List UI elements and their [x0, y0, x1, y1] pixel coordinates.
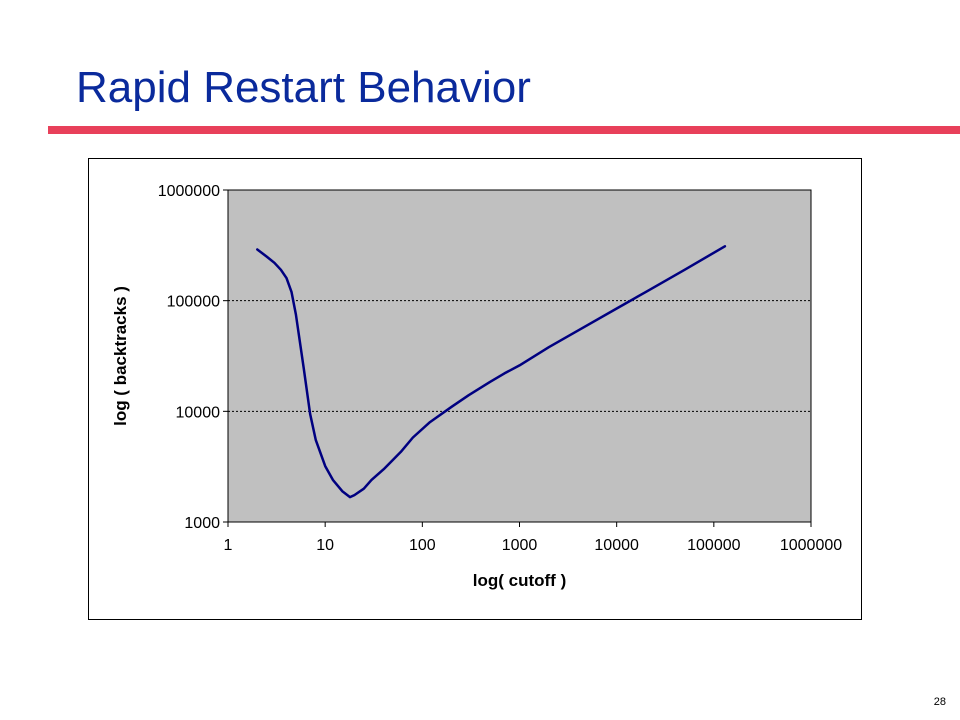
y-tick-label: 1000 [184, 515, 220, 532]
y-axis-title: log ( backtracks ) [111, 286, 130, 426]
page-number: 28 [933, 696, 946, 708]
y-tick-label: 100000 [167, 294, 220, 311]
x-tick-label: 1 [224, 537, 233, 554]
x-tick-label: 1000000 [780, 537, 842, 554]
x-axis-title: log( cutoff ) [473, 571, 566, 590]
y-tick-label: 1000000 [158, 183, 220, 200]
y-tick-label: 10000 [176, 404, 221, 421]
line-chart: 1000 10000 100000 1000000 1 10 100 1000 10000 100… [111, 183, 842, 590]
x-tick-label: 100000 [687, 537, 740, 554]
x-tick-label: 1000 [502, 537, 538, 554]
plot-area [227, 189, 812, 523]
title-underline [48, 126, 960, 134]
chart-area: 1000 10000 100000 1000000 1 10 100 1000 10000 100… [88, 158, 862, 620]
x-tick-label: 100 [409, 537, 436, 554]
slide-title: Rapid Restart Behavior [76, 63, 531, 112]
x-tick-label: 10 [316, 537, 334, 554]
series-line [256, 245, 727, 499]
x-tick-label: 10000 [594, 537, 639, 554]
